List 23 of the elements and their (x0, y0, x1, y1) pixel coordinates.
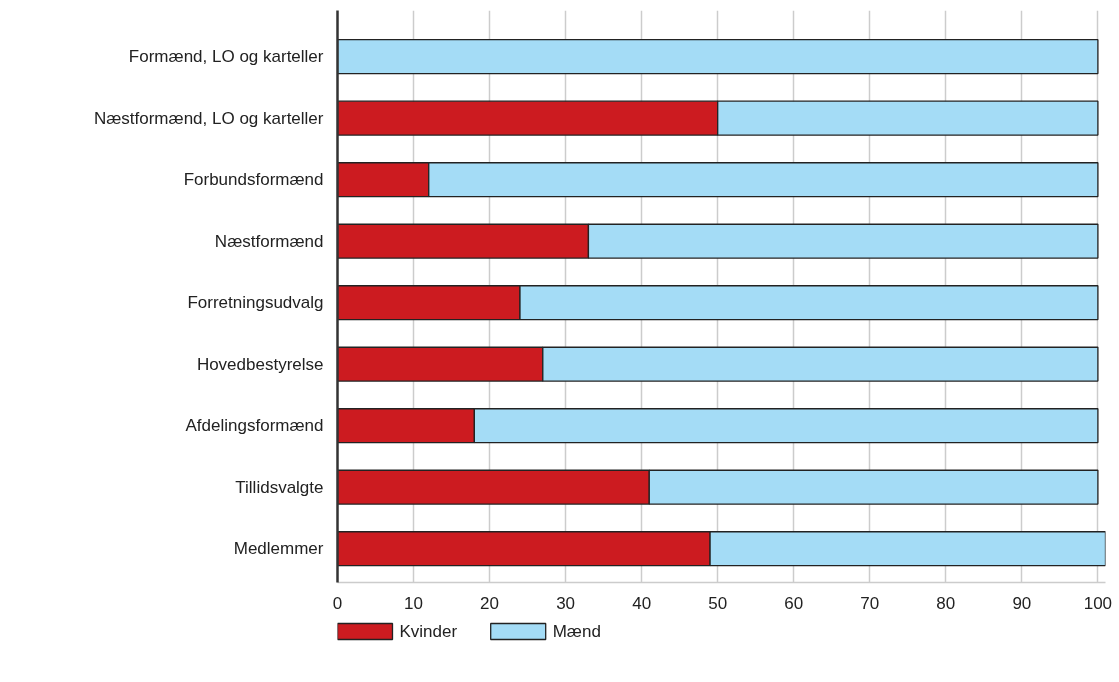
x-tick-label: 50 (708, 593, 728, 613)
y-tick-label: Medlemmer (233, 539, 324, 559)
y-tick-label: Tillidsvalgte (235, 477, 324, 497)
y-tick-label: Forretningsudvalg (187, 293, 324, 313)
x-tick-label: 60 (784, 593, 804, 613)
y-tick-label: Næstformænd (214, 231, 324, 251)
x-tick-label: 20 (480, 593, 500, 613)
x-tick-label: 70 (860, 593, 880, 613)
x-tick-label: 0 (332, 593, 343, 613)
y-tick-label: Formænd, LO og karteller (128, 47, 324, 67)
x-tick-label: 30 (556, 593, 576, 613)
y-tick-label: Forbundsformænd (183, 170, 324, 190)
legend-label: Kvinder (399, 622, 458, 641)
bar (337, 39, 1099, 75)
x-tick-label: 80 (936, 593, 956, 613)
y-tick-label: Hovedbestyrelse (196, 354, 324, 374)
x-tick-label: 100 (1083, 593, 1113, 613)
x-tick-label: 10 (404, 593, 424, 613)
x-tick-label: 90 (1012, 593, 1032, 613)
y-tick-label: Næstformænd, LO og karteller (93, 108, 324, 128)
x-tick-label: 40 (632, 593, 652, 613)
legend-label: Mænd (552, 622, 601, 641)
y-tick-label: Afdelingsformænd (185, 416, 324, 436)
